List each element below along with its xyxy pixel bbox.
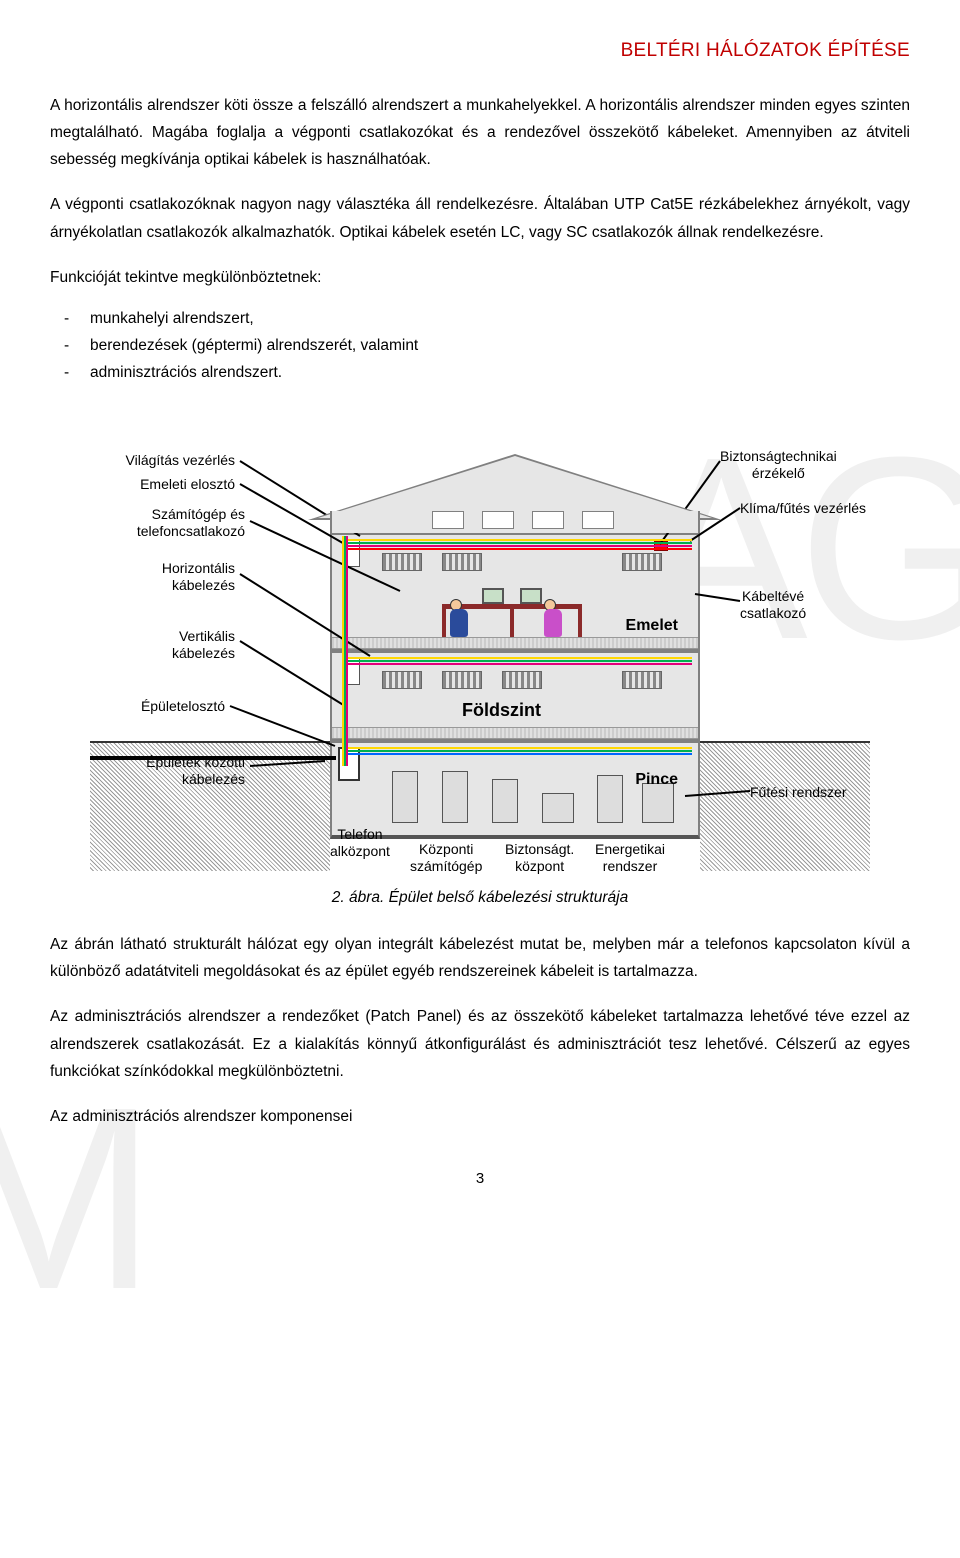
paragraph-1: A horizontális alrendszer köti össze a f… bbox=[50, 92, 910, 173]
building-diagram: Emelet Földszint bbox=[100, 416, 860, 876]
person-icon bbox=[450, 599, 468, 637]
radiator bbox=[622, 553, 662, 571]
label-biztonsag: Biztonságtechnikai érzékelő bbox=[720, 448, 837, 482]
person-icon bbox=[544, 599, 562, 637]
paragraph-3: Az ábrán látható strukturált hálózat egy… bbox=[50, 931, 910, 985]
cable-blue bbox=[342, 753, 692, 755]
floor-slab bbox=[332, 727, 698, 739]
label-kozponti: Központi számítógép bbox=[410, 841, 482, 875]
cable-red bbox=[342, 548, 692, 550]
vertical-cables bbox=[342, 536, 348, 766]
earth-right bbox=[700, 741, 870, 871]
label-vertikalis: Vertikális kábelezés bbox=[100, 628, 235, 662]
monitor-icon bbox=[482, 588, 504, 604]
cable-magenta bbox=[342, 663, 692, 665]
floor-label-pince: Pince bbox=[635, 771, 678, 789]
label-emeleti: Emeleti elosztó bbox=[100, 476, 235, 493]
list-intro: Funkcióját tekintve megkülönböztetnek: bbox=[50, 264, 910, 291]
radiator bbox=[442, 671, 482, 689]
attic-window bbox=[582, 511, 614, 529]
radiator bbox=[382, 553, 422, 571]
cable-yellow bbox=[342, 747, 692, 749]
house: Emelet Földszint bbox=[330, 456, 700, 826]
list-item-1: munkahelyi alrendszert, bbox=[90, 305, 910, 332]
label-biztonsagt: Biztonságt. központ bbox=[505, 841, 574, 875]
page-number: 3 bbox=[50, 1170, 910, 1187]
floor-label-foldszint: Földszint bbox=[462, 700, 541, 721]
monitor-icon bbox=[520, 588, 542, 604]
workstation bbox=[442, 559, 582, 637]
cable-green bbox=[342, 660, 692, 662]
desk-leg bbox=[442, 609, 446, 637]
paragraph-2: A végponti csatlakozóknak nagyon nagy vá… bbox=[50, 191, 910, 245]
cable-yellow bbox=[342, 657, 692, 659]
attic-window bbox=[532, 511, 564, 529]
label-futesi: Fűtési rendszer bbox=[750, 784, 846, 801]
floor-label-emelet: Emelet bbox=[626, 617, 678, 635]
list-item-3: adminisztrációs alrendszert. bbox=[90, 359, 910, 386]
server-icon bbox=[442, 771, 468, 823]
label-horizontalis: Horizontális kábelezés bbox=[100, 560, 235, 594]
figure-wrapper: Emelet Földszint bbox=[50, 416, 910, 907]
desk-leg bbox=[510, 609, 514, 637]
label-telefon: Telefon alközpont bbox=[330, 826, 390, 860]
label-kabelteve: Kábeltévé csatlakozó bbox=[740, 588, 806, 622]
radiator bbox=[382, 671, 422, 689]
document-header: BELTÉRI HÁLÓZATOK ÉPÍTÉSE bbox=[50, 40, 910, 62]
paragraph-4: Az adminisztrációs alrendszer a rendezők… bbox=[50, 1003, 910, 1084]
equipment-icon bbox=[597, 775, 623, 823]
desk-leg bbox=[578, 609, 582, 637]
attic-window bbox=[482, 511, 514, 529]
attic-window bbox=[432, 511, 464, 529]
label-szamitogep: Számítógép és telefoncsatlakozó bbox=[100, 506, 245, 540]
label-epuletek: Épületek közötti kábelezés bbox=[100, 754, 245, 788]
list-item-2: berendezések (géptermi) alrendszerét, va… bbox=[90, 332, 910, 359]
attic bbox=[330, 511, 700, 533]
function-list: munkahelyi alrendszert, berendezések (gé… bbox=[50, 305, 910, 386]
label-epuletelosz: Épületelosztó bbox=[100, 698, 225, 715]
label-klima: Klíma/fűtés vezérlés bbox=[740, 500, 866, 517]
paragraph-5: Az adminisztrációs alrendszer komponense… bbox=[50, 1103, 910, 1130]
radiator bbox=[502, 671, 542, 689]
heating-icon bbox=[642, 783, 674, 823]
cable-magenta bbox=[342, 545, 692, 547]
cable-green bbox=[342, 750, 692, 752]
cable-green bbox=[342, 542, 692, 544]
floor-emelet: Emelet bbox=[330, 533, 700, 651]
telephone-pbx-icon bbox=[392, 771, 418, 823]
roof bbox=[318, 456, 712, 518]
server-icon bbox=[492, 779, 518, 823]
page-container: BELTÉRI HÁLÓZATOK ÉPÍTÉSE A horizontális… bbox=[0, 0, 960, 1217]
radiator bbox=[622, 671, 662, 689]
equipment-icon bbox=[542, 793, 574, 823]
floor-pince: Pince bbox=[330, 741, 700, 839]
floor-foldszint: Földszint bbox=[330, 651, 700, 741]
cable-yellow bbox=[342, 539, 692, 541]
label-energetikai: Energetikai rendszer bbox=[595, 841, 665, 875]
floor-slab bbox=[332, 637, 698, 649]
figure-caption: 2. ábra. Épület belső kábelezési struktu… bbox=[50, 889, 910, 907]
label-vilagitas: Világítás vezérlés bbox=[100, 452, 235, 469]
